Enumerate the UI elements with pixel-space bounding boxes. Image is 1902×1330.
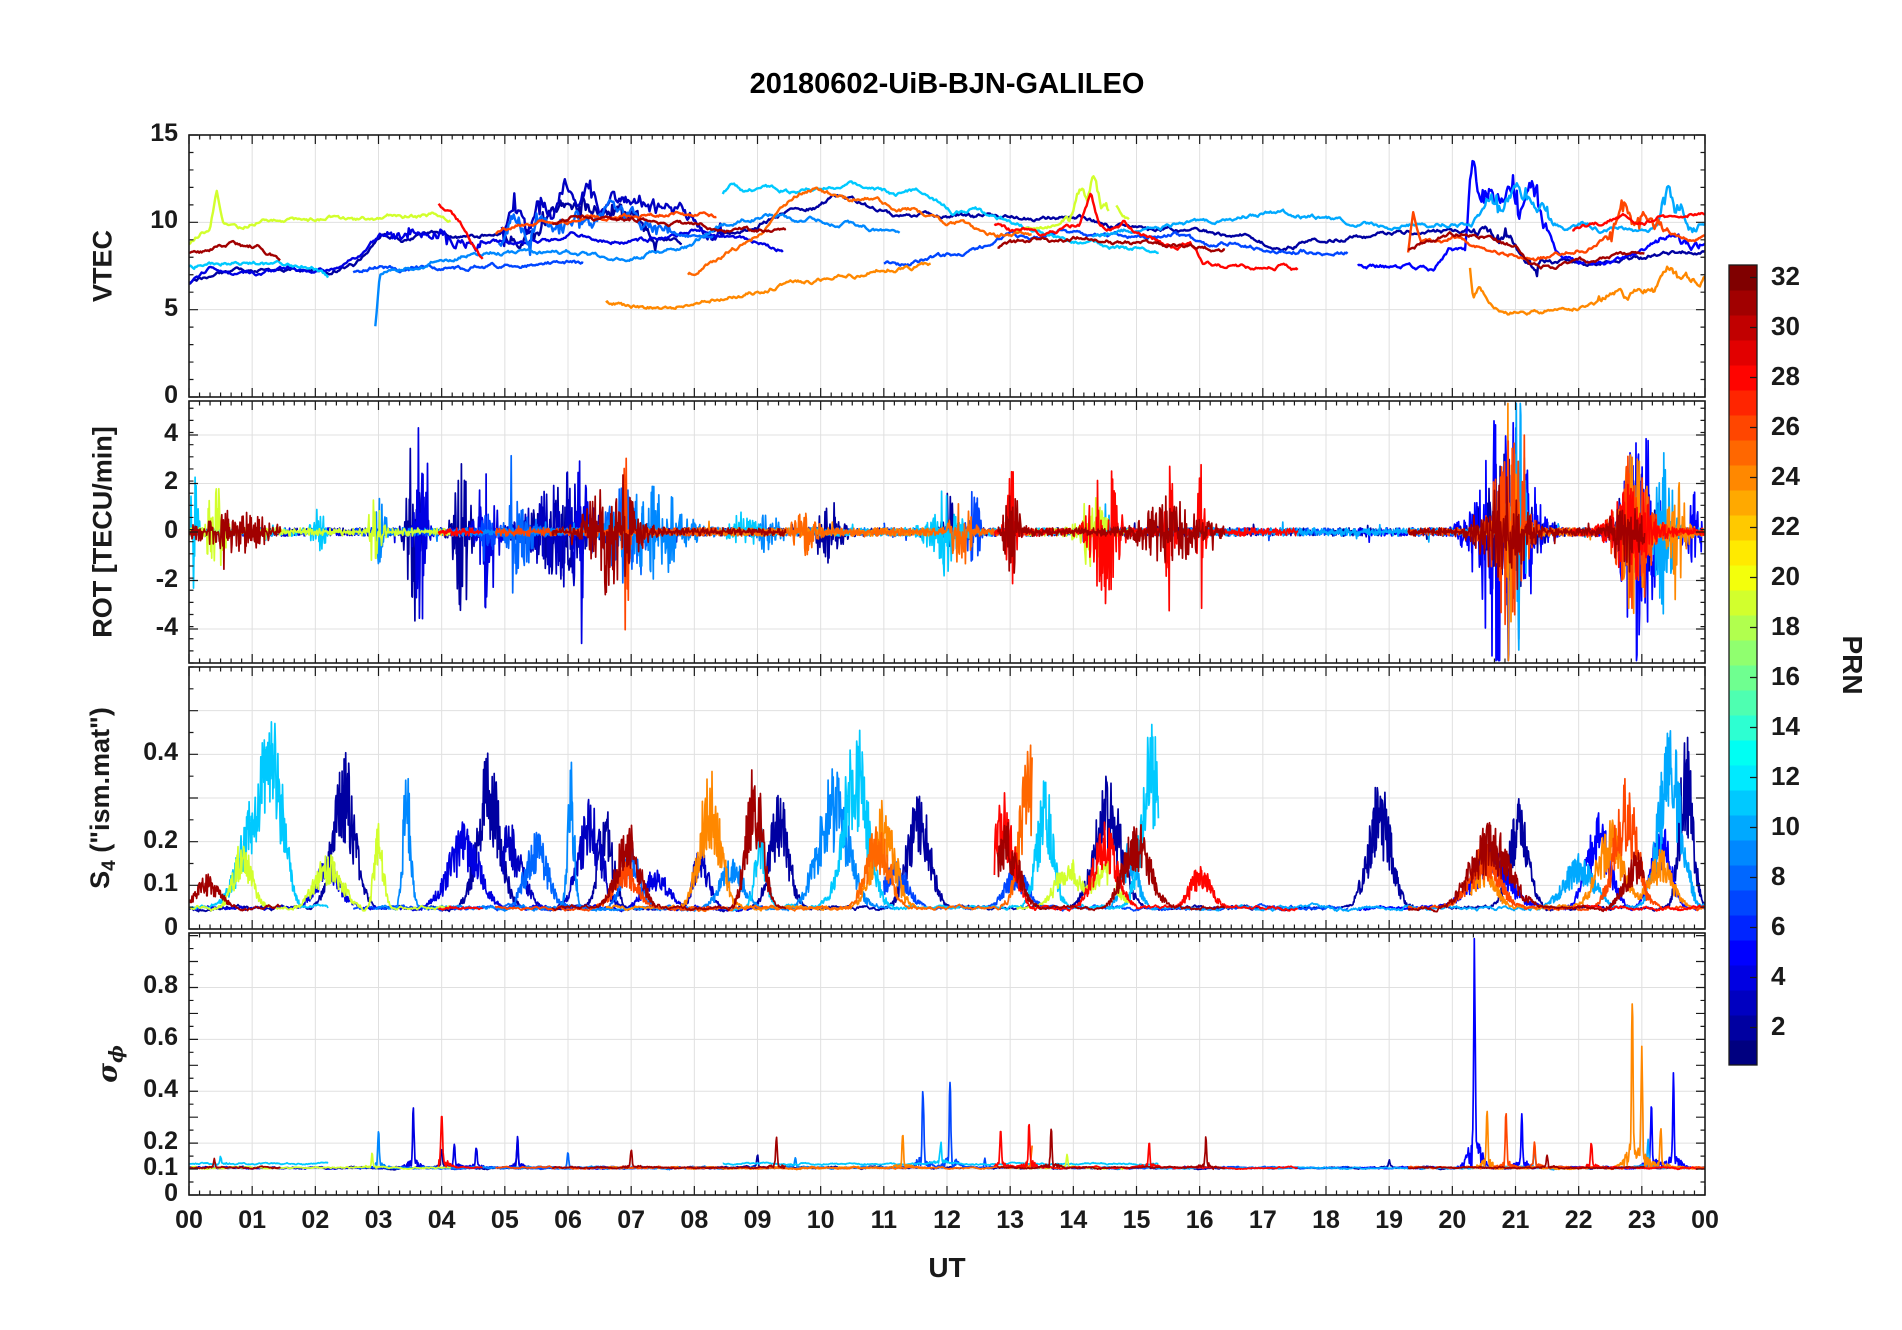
y-tick-label: 0.6 (143, 1023, 178, 1052)
panel-series-ROT (189, 402, 1705, 662)
y-tick-label: 5 (164, 293, 178, 322)
x-tick-label: 07 (617, 1206, 646, 1234)
y-tick-label: 0 (164, 381, 178, 409)
x-tick-label: 09 (743, 1206, 772, 1234)
x-tick-label: 05 (490, 1206, 519, 1234)
y-tick-label: 0.8 (143, 971, 178, 1000)
colorbar-tick-label: 22 (1771, 510, 1800, 541)
panel-series-S4 (189, 721, 1705, 913)
colorbar-tick-label: 24 (1771, 460, 1800, 491)
y-tick-label: 0 (164, 913, 178, 941)
chart-title: 20180602-UiB-BJN-GALILEO (749, 68, 1145, 100)
y-tick-label: -2 (155, 564, 178, 593)
x-tick-label: 03 (364, 1206, 393, 1234)
x-tick-label: 02 (301, 1206, 330, 1234)
y-tick-label: 0.2 (143, 1127, 178, 1156)
x-tick-label: 15 (1122, 1206, 1151, 1234)
colorbar-tick-label: 28 (1771, 360, 1800, 391)
y-tick-label: 10 (150, 206, 178, 235)
colorbar-tick-label: 32 (1771, 260, 1800, 291)
colorbar-tick-label: 12 (1771, 760, 1800, 791)
x-tick-label: 08 (680, 1206, 709, 1234)
y-tick-label: -4 (155, 613, 178, 642)
panel-series-VTEC (189, 159, 1705, 327)
colorbar-tick-label: 6 (1771, 910, 1786, 941)
x-tick-label: 14 (1059, 1206, 1088, 1234)
y-tick-label: 15 (150, 119, 178, 147)
colorbar-tick-label: 4 (1771, 960, 1786, 991)
colorbar-tick-label: 30 (1771, 310, 1800, 341)
colorbar-tick-label: 14 (1771, 710, 1800, 741)
x-tick-label: 19 (1375, 1206, 1404, 1234)
y-tick-label: 0 (164, 516, 178, 544)
colorbar-tick-label: 20 (1771, 560, 1800, 591)
colorbar-tick-label: 18 (1771, 610, 1800, 641)
y-tick-label: 0 (164, 1179, 178, 1207)
x-tick-label: 11 (870, 1206, 898, 1234)
y-tick-label: 0.1 (143, 1153, 178, 1182)
x-tick-label: 22 (1564, 1206, 1593, 1234)
x-tick-label: 12 (933, 1206, 961, 1234)
x-tick-label: 23 (1627, 1206, 1656, 1234)
colorbar-tick-label: 2 (1771, 1010, 1786, 1041)
x-tick-label: 13 (996, 1206, 1025, 1234)
y-tick-label: 0.1 (143, 869, 178, 898)
x-tick-label: 17 (1248, 1206, 1277, 1234)
x-tick-label: 00 (175, 1206, 203, 1234)
colorbar-tick-label: 26 (1771, 410, 1800, 441)
panel-series-sigma_phi (189, 937, 1705, 1171)
x-tick-label: 21 (1501, 1206, 1530, 1234)
x-tick-label: 10 (806, 1206, 835, 1234)
xlabel-ut: UT (928, 1252, 966, 1283)
y-tick-label: 2 (164, 467, 178, 496)
y-tick-label: 0.4 (143, 1075, 178, 1104)
x-tick-label: 16 (1185, 1206, 1214, 1234)
x-tick-label: 18 (1312, 1206, 1340, 1234)
y-tick-label: 4 (164, 418, 178, 447)
colorbar-tick-label: 10 (1771, 810, 1800, 841)
x-tick-label: 04 (427, 1206, 456, 1234)
colorbar-tick-label: 8 (1771, 860, 1786, 891)
x-tick-label: 01 (238, 1206, 267, 1234)
y-tick-label: 0.4 (143, 738, 178, 767)
colorbar-tick-label: 16 (1771, 660, 1800, 691)
y-tick-label: 0.2 (143, 825, 178, 854)
x-tick-label: 20 (1438, 1206, 1467, 1234)
x-tick-label: 06 (554, 1206, 582, 1234)
x-tick-label: 00 (1691, 1206, 1719, 1234)
colorbar (1728, 264, 1758, 1066)
